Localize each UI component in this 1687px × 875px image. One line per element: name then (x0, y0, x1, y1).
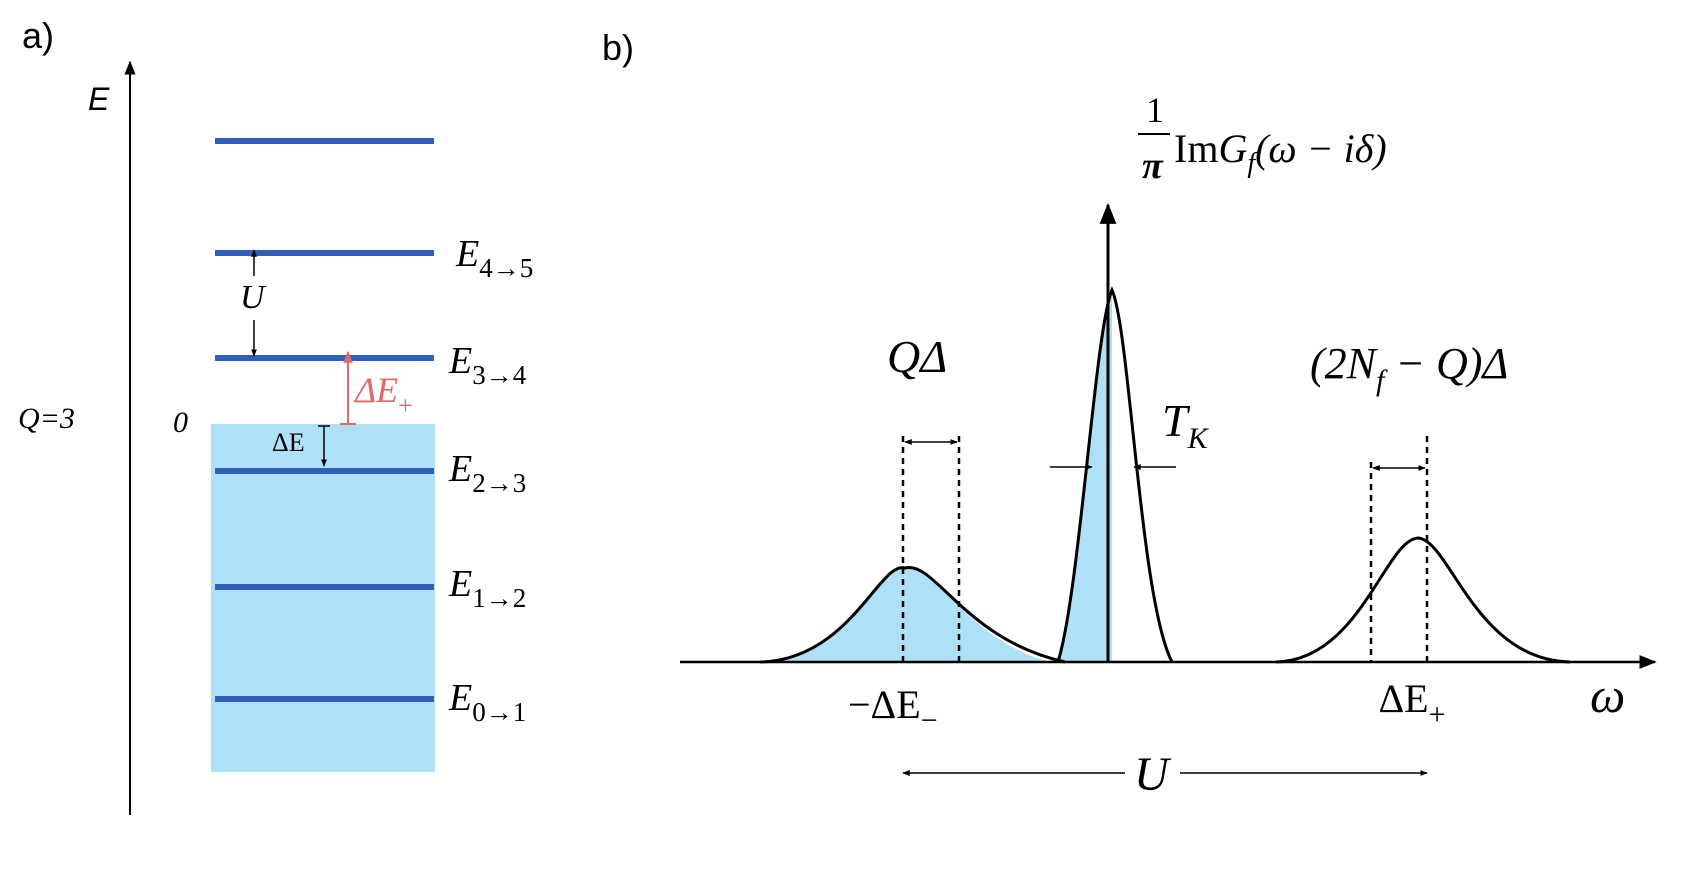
left-pos-sub: − (921, 704, 938, 737)
right-width-label: (2Nf − Q)Δ (1310, 339, 1508, 397)
y-label-function: ImGf(ω − iδ) (1174, 126, 1387, 179)
omega-label: ω (1590, 667, 1625, 723)
y-label-g-sub: f (1247, 148, 1258, 179)
level-label-4-5-sub: 4→5 (479, 253, 533, 283)
left-peak-position-label: −ΔE− (848, 682, 938, 737)
level-label-1-2: E1→2 (448, 563, 526, 613)
level-label-4-5-base: E (455, 233, 479, 275)
level-label-0-1-base: E (448, 677, 472, 719)
right-hubbard-peak (1275, 536, 1571, 664)
y-label-im: Im (1174, 126, 1218, 171)
level-label-1-2-base: E (448, 563, 472, 605)
u-span-label: U (1134, 748, 1172, 801)
level-label-2-3-base: E (448, 448, 472, 490)
y-label-args: (ω − iδ) (1255, 126, 1387, 171)
filled-states-region (211, 424, 435, 772)
energy-axis-label: E (88, 81, 110, 117)
y-label-denominator: π (1142, 145, 1164, 187)
right-width-post: − Q)Δ (1384, 339, 1508, 388)
delta-e-plus-base: ΔE (353, 370, 398, 410)
level-label-1-2-sub: 1→2 (472, 583, 526, 613)
tk-base: T (1162, 395, 1191, 446)
y-label-numerator: 1 (1146, 90, 1164, 130)
level-label-3-4-sub: 3→4 (472, 360, 527, 390)
right-peak-position-label: ΔE+ (1378, 676, 1445, 731)
left-pos-base: −ΔE (848, 682, 921, 727)
y-label-g: G (1218, 126, 1247, 171)
delta-e-plus-label: ΔE+ (353, 370, 413, 420)
level-label-3-4-base: E (448, 340, 472, 382)
panel-a: a) E Q=3 0 U ΔE+ ΔE E4→5 E3→4 E2→3 E1→2 … (18, 15, 533, 815)
panel-b-label: b) (602, 27, 634, 68)
kondo-peak-fill (1058, 290, 1112, 662)
right-pos-base: ΔE (1378, 676, 1428, 721)
right-width-pre: (2N (1310, 339, 1379, 388)
delta-e-label: ΔE (272, 428, 305, 457)
delta-e-plus-sub: + (398, 391, 413, 420)
level-label-0-1-sub: 0→1 (472, 697, 526, 727)
zero-label: 0 (173, 406, 188, 439)
q-label: Q=3 (18, 402, 75, 435)
tk-sub: K (1187, 422, 1210, 455)
level-label-2-3: E2→3 (448, 448, 526, 498)
panel-a-label: a) (22, 15, 54, 56)
level-label-0-1: E0→1 (448, 677, 526, 727)
panel-b: b) 1 π ImGf(ω − iδ) ω QΔ (2Nf − Q)Δ TK − (602, 27, 1657, 801)
u-label: U (240, 279, 267, 316)
left-hubbard-peak (759, 566, 1066, 664)
left-peak-fill (760, 567, 1050, 662)
tk-label: TK (1162, 395, 1210, 455)
right-pos-sub: + (1429, 698, 1446, 731)
left-width-label: QΔ (887, 331, 947, 382)
level-label-2-3-sub: 2→3 (472, 468, 526, 498)
level-label-4-5: E4→5 (455, 233, 533, 283)
kondo-peak (1056, 286, 1174, 663)
level-label-3-4: E3→4 (448, 340, 527, 390)
